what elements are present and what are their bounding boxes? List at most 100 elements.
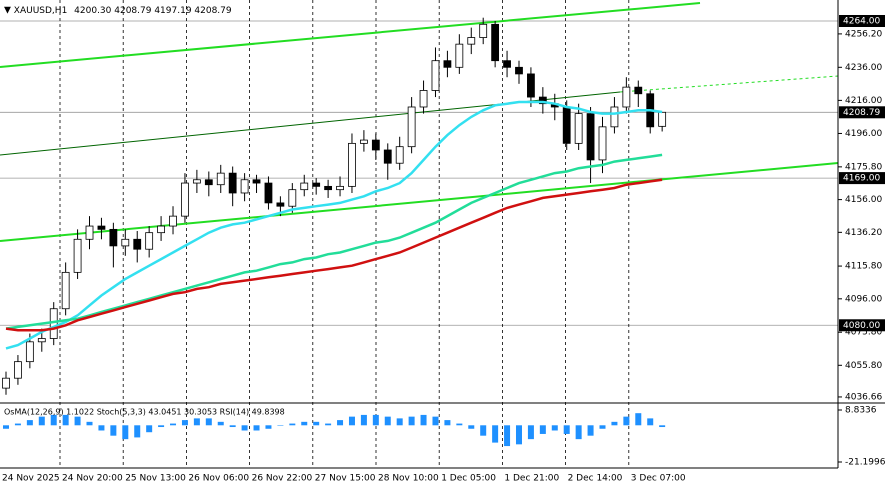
candle-body [634,86,643,95]
osma-bar [527,425,534,440]
osma-bar [515,425,522,445]
x-tick-label: 3 Dec 07:00 [631,474,686,484]
header: ▼ XAUUSD,H1 4200.30 4208.79 4197.19 4208… [4,6,232,16]
candle-body [97,225,106,230]
osma-bar [289,423,296,426]
osma-bar [181,420,188,426]
y-tick-label: 4156.00 [845,195,882,205]
osma-bar [110,425,117,436]
osma-bar [599,425,606,429]
osma-bar [325,423,332,426]
candle-body [61,271,70,310]
osma-bar [480,425,487,436]
candle-body [85,225,94,240]
osma-bar [3,425,9,429]
osma-bar [360,414,367,426]
trend-line [0,2,701,68]
osma-bar [301,421,308,426]
osma-bar [492,425,499,443]
candle-body [14,361,22,379]
candle-body [2,377,10,389]
candle-body [515,66,523,75]
x-tick-label: 24 Nov 20:00 [62,474,123,484]
candle-body [371,139,380,151]
candle-body [348,142,356,187]
candle-body [181,182,189,217]
osma-bar [122,425,129,440]
osma-bar [217,421,224,426]
osma-bar [253,425,260,431]
y-tick-label: 4136.20 [845,228,882,238]
symbol: XAUUSD,H1 [14,6,68,16]
candle-body [586,113,595,161]
osma-bar [86,421,93,426]
y-tick-label: 4115.80 [845,262,882,272]
x-tick-label: 26 Nov 06:00 [188,474,249,484]
osma-bar [647,418,654,426]
candle-body [479,23,488,38]
candle-body [288,189,297,207]
level-label: 4208.79 [843,108,880,118]
candle-body [169,215,177,227]
osma-bar [432,416,439,426]
candle-body [145,232,154,250]
candle-body [562,106,571,144]
oscillator-title: OsMA(12,26,9) 1.1022 Stoch(5,3,3) 43.045… [4,408,285,417]
candle-body [491,23,500,62]
osma-bar [193,418,200,426]
y-tick-label: 4036.66 [845,392,882,402]
moving-average [5,153,663,330]
candle-body [73,238,82,273]
candle-body [324,185,333,191]
candle-body [252,179,261,184]
osma-bar [205,418,212,426]
osma-bar [134,425,141,438]
candle-body [359,139,368,144]
candle-body [37,338,46,343]
osma-bar [74,416,81,426]
candle-body [419,90,428,108]
candle-body [574,113,583,144]
osma-bar [372,414,379,426]
candle-body [407,106,416,148]
level-label: 4264.00 [843,17,880,27]
osma-bar [420,414,427,426]
candle-body [228,172,237,194]
y-tick-label: 4216.00 [845,96,882,106]
y-tick-label: 4096.00 [845,294,882,304]
osma-bar [62,414,69,426]
x-tick-label: 25 Nov 13:00 [125,474,186,484]
candle-body [336,185,344,191]
level-box [839,319,885,332]
osma-bar [14,423,21,426]
level-box [839,172,885,185]
candle-body [121,238,130,247]
osma-bar [170,423,177,426]
osma-bar [659,425,666,428]
osma-bar [563,425,570,434]
osma-bar [277,425,284,426]
level-label: 4169.00 [843,174,880,184]
candle-body [312,182,321,187]
candle-body [276,202,285,207]
trend-line [0,162,839,242]
candle-body [622,86,631,108]
candle-body [49,308,58,339]
candle-body [503,60,511,68]
level-label: 4080.00 [843,321,880,331]
y-tick-label: 4175.80 [845,162,882,172]
candle-body [300,182,309,191]
osma-bar [408,416,415,426]
osma-bar [265,425,272,429]
osma-bar [241,425,248,431]
candle-body [204,179,213,186]
candle-body [443,60,452,68]
x-tick-label: 1 Dec 05:00 [441,474,496,484]
osma-bar [98,425,105,431]
candle-body [240,179,249,194]
x-tick-label: 26 Nov 22:00 [252,474,313,484]
candle-body [157,225,165,234]
x-tick-label: 27 Nov 15:00 [315,474,376,484]
x-tick-label: 2 Dec 14:00 [568,474,623,484]
